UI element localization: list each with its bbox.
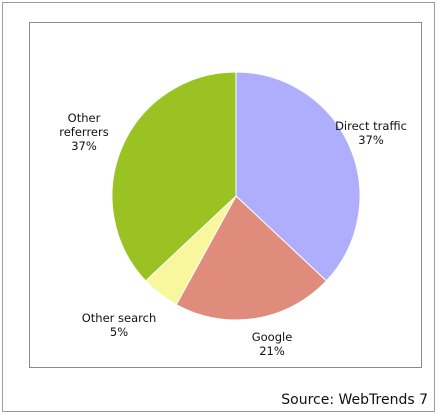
pie-slice-0	[235, 71, 361, 282]
source-note: Source: WebTrends 7	[281, 392, 428, 408]
slice-name-label-3-0: Other	[68, 111, 101, 125]
slice-name-label-0-0: Direct traffic	[335, 119, 407, 133]
slice-value-label-3: 37%	[71, 139, 97, 153]
pie-slice-1	[175, 195, 328, 321]
slice-value-label-0: 37%	[358, 133, 384, 147]
pie-slices	[111, 71, 361, 321]
slice-value-label-2: 5%	[110, 325, 128, 339]
slice-name-label-3-1: referrers	[59, 125, 108, 139]
slice-name-label-2-0: Other search	[82, 311, 157, 325]
slice-name-label-1-0: Google	[252, 330, 293, 344]
pie-slice-3	[111, 71, 237, 282]
slice-value-label-1: 21%	[259, 344, 285, 358]
